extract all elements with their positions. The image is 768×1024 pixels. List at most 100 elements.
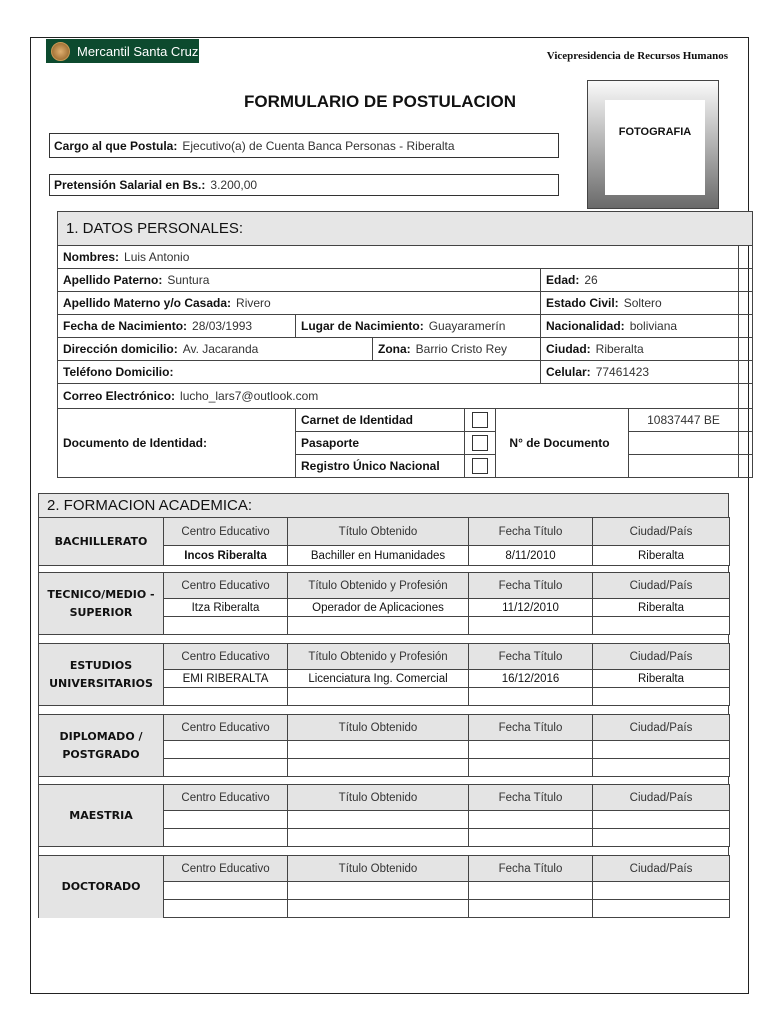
celular-field[interactable]: Celular: 77461423 xyxy=(540,360,739,384)
fecha_nac-field[interactable]: Fecha de Nacimiento: 28/03/1993 xyxy=(57,314,296,338)
civil-field[interactable]: Estado Civil: Soltero xyxy=(540,291,739,315)
doc-type-label: Carnet de Identidad xyxy=(301,413,414,427)
numero-label-text: N° de Documento xyxy=(509,436,610,450)
column-header: Título Obtenido xyxy=(287,855,469,882)
table-cell[interactable]: Itza Riberalta xyxy=(163,598,288,617)
column-header: Centro Educativo xyxy=(163,517,288,546)
table-cell[interactable] xyxy=(287,899,469,918)
table-cell[interactable] xyxy=(592,687,730,706)
doc-checkbox-cell[interactable] xyxy=(464,408,496,432)
table-cell[interactable]: 16/12/2016 xyxy=(468,669,593,688)
doc-number-field[interactable] xyxy=(628,454,739,478)
table-cell[interactable] xyxy=(592,899,730,918)
doc-checkbox-cell[interactable] xyxy=(464,454,496,478)
table-cell[interactable] xyxy=(592,810,730,829)
table-cell[interactable]: Bachiller en Humanidades xyxy=(287,545,469,566)
group-label: DOCTORADO xyxy=(38,855,164,918)
extra-cell xyxy=(738,291,753,315)
correo-field[interactable]: Correo Electrónico: lucho_lars7@outlook.c… xyxy=(57,383,739,409)
table-cell[interactable] xyxy=(287,828,469,847)
ciudad-field[interactable]: Ciudad: Riberalta xyxy=(540,337,739,361)
table-cell[interactable] xyxy=(468,687,593,706)
paterno-field[interactable]: Apellido Paterno: Suntura xyxy=(57,268,541,292)
table-cell[interactable] xyxy=(163,810,288,829)
table-cell[interactable]: Licenciatura Ing. Comercial xyxy=(287,669,469,688)
table-cell[interactable] xyxy=(163,899,288,918)
photo-area xyxy=(605,100,705,195)
column-header: Título Obtenido xyxy=(287,517,469,546)
edad-label: Edad: xyxy=(546,273,580,287)
table-cell[interactable]: Riberalta xyxy=(592,598,730,617)
doc-number-field[interactable]: 10837447 BE xyxy=(628,408,739,432)
table-cell[interactable]: Riberalta xyxy=(592,545,730,566)
nacionalidad-value: boliviana xyxy=(629,319,678,333)
checkbox[interactable] xyxy=(472,458,488,474)
table-cell[interactable] xyxy=(287,810,469,829)
table-cell[interactable] xyxy=(287,616,469,635)
table-cell[interactable] xyxy=(592,828,730,847)
table-cell[interactable] xyxy=(287,881,469,900)
nacionalidad-field[interactable]: Nacionalidad: boliviana xyxy=(540,314,739,338)
table-cell[interactable] xyxy=(468,899,593,918)
zona-field[interactable]: Zona: Barrio Cristo Rey xyxy=(372,337,541,361)
page-title: FORMULARIO DE POSTULACION xyxy=(244,92,516,111)
celular-value: 77461423 xyxy=(595,365,650,379)
correo-value: lucho_lars7@outlook.com xyxy=(180,389,319,403)
table-cell[interactable] xyxy=(287,758,469,777)
paterno-label: Apellido Paterno: xyxy=(63,273,163,287)
table-cell[interactable] xyxy=(468,758,593,777)
extra-cell xyxy=(738,383,753,409)
materno-field[interactable]: Apellido Materno y/o Casada: Rivero xyxy=(57,291,541,315)
table-cell[interactable]: EMI RIBERALTA xyxy=(163,669,288,688)
cargo-field[interactable]: Cargo al que Postula: Ejecutivo(a) de Cue… xyxy=(49,133,559,158)
table-cell[interactable]: 11/12/2010 xyxy=(468,598,593,617)
pretension-label: Pretensión Salarial en Bs.: xyxy=(54,178,206,192)
table-cell[interactable]: 8/11/2010 xyxy=(468,545,593,566)
lugar_nac-field[interactable]: Lugar de Nacimiento: Guayaramerín xyxy=(295,314,541,338)
extra-cell xyxy=(738,360,753,384)
table-cell[interactable]: Riberalta xyxy=(592,669,730,688)
column-header: Centro Educativo xyxy=(163,784,288,811)
extra-cell xyxy=(738,314,753,338)
edad-field[interactable]: Edad: 26 xyxy=(540,268,739,292)
table-cell[interactable] xyxy=(287,740,469,759)
table-cell[interactable] xyxy=(163,740,288,759)
nacionalidad-label: Nacionalidad: xyxy=(546,319,625,333)
table-cell[interactable] xyxy=(592,616,730,635)
telefono-field[interactable]: Teléfono Domicilio: xyxy=(57,360,541,384)
table-cell[interactable] xyxy=(468,616,593,635)
table-cell[interactable] xyxy=(468,740,593,759)
table-cell[interactable] xyxy=(163,881,288,900)
table-cell[interactable] xyxy=(468,810,593,829)
column-header: Fecha Título xyxy=(468,572,593,599)
doc-number-field[interactable] xyxy=(628,431,739,455)
table-cell[interactable] xyxy=(163,758,288,777)
column-header: Fecha Título xyxy=(468,784,593,811)
table-cell[interactable] xyxy=(592,758,730,777)
column-header: Fecha Título xyxy=(468,855,593,882)
column-header: Centro Educativo xyxy=(163,714,288,741)
lugar_nac-value: Guayaramerín xyxy=(428,319,506,333)
table-cell[interactable] xyxy=(163,828,288,847)
fecha_nac-value: 28/03/1993 xyxy=(192,319,253,333)
table-cell[interactable]: Operador de Aplicaciones xyxy=(287,598,469,617)
table-cell[interactable] xyxy=(468,881,593,900)
checkbox[interactable] xyxy=(472,435,488,451)
cargo-value: Ejecutivo(a) de Cuenta Banca Personas - … xyxy=(182,138,455,153)
table-cell[interactable]: Incos Riberalta xyxy=(163,545,288,566)
nombres-label: Nombres: xyxy=(63,250,120,264)
doc-checkbox-cell[interactable] xyxy=(464,431,496,455)
table-cell[interactable] xyxy=(592,740,730,759)
table-cell[interactable] xyxy=(163,616,288,635)
checkbox[interactable] xyxy=(472,412,488,428)
direccion-field[interactable]: Dirección domicilio: Av. Jacaranda xyxy=(57,337,373,361)
group-label: DIPLOMADO / POSTGRADO xyxy=(38,714,164,777)
table-cell[interactable] xyxy=(287,687,469,706)
nombres-field[interactable]: Nombres: Luis Antonio xyxy=(57,245,739,269)
table-cell[interactable] xyxy=(163,687,288,706)
extra-cell xyxy=(738,337,753,361)
table-cell[interactable] xyxy=(468,828,593,847)
pretension-field[interactable]: Pretensión Salarial en Bs.: 3.200,00 xyxy=(49,174,559,196)
page-frame xyxy=(30,37,749,994)
table-cell[interactable] xyxy=(592,881,730,900)
